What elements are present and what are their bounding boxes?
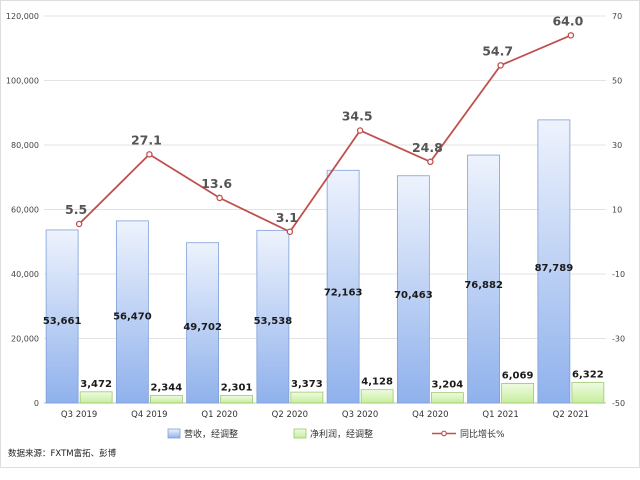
legend-revenue-swatch — [167, 428, 181, 439]
profit-value-label: 2,301 — [221, 383, 253, 394]
growth-value-label: 3.1 — [276, 210, 298, 225]
right-axis-tick-label: -50 — [612, 399, 625, 408]
profit-value-label: 4,128 — [361, 377, 393, 388]
left-axis-tick-label: 100,000 — [6, 77, 39, 86]
legend-growth-marker — [441, 430, 447, 437]
profit-value-label: 2,344 — [151, 382, 183, 393]
growth-point — [75, 220, 83, 228]
revenue-bar — [45, 229, 79, 404]
profit-value-label: 6,069 — [502, 370, 534, 381]
legend-revenue-label: 营收，经调整 — [184, 428, 238, 440]
source-note: 数据来源：FXTM富拓、彭博 — [8, 448, 117, 459]
revenue-value-label: 70,463 — [394, 290, 433, 301]
growth-value-label: 54.7 — [482, 43, 513, 58]
profit-bar — [220, 395, 254, 404]
bars — [45, 119, 605, 404]
profit-bar — [430, 392, 464, 404]
profit-value-label: 3,472 — [80, 379, 112, 390]
growth-point — [146, 151, 153, 158]
revenue-value-label: 87,789 — [535, 263, 574, 274]
revenue-value-label: 72,163 — [324, 287, 363, 298]
right-axis-tick-label: -10 — [612, 270, 625, 279]
growth-point — [497, 62, 504, 69]
left-axis-tick-label: 80,000 — [11, 141, 39, 150]
revenue-value-label: 49,702 — [183, 322, 222, 333]
growth-value-label: 24.8 — [412, 140, 443, 155]
category-label: Q4 2020 — [412, 410, 448, 420]
left-axis-tick-label: 120,000 — [6, 12, 39, 21]
growth-point — [567, 32, 575, 39]
legend: 营收，经调整 净利润，经调整 同比增长% — [167, 428, 505, 440]
growth-line-path — [78, 34, 572, 233]
right-axis-tick-label: 30 — [612, 141, 622, 150]
category-label: Q2 2021 — [553, 410, 589, 420]
left-axis-tick-label: 40,000 — [11, 270, 39, 279]
profit-value-label: 6,322 — [572, 370, 604, 381]
profit-bar — [571, 382, 605, 404]
profit-bar — [79, 391, 113, 404]
category-label: Q2 2020 — [272, 410, 308, 420]
profit-bar — [290, 391, 324, 404]
growth-value-label: 64.0 — [552, 13, 583, 28]
category-label: Q1 2020 — [201, 410, 237, 420]
revenue-value-label: 53,661 — [43, 316, 82, 327]
revenue-value-label: 76,882 — [464, 280, 503, 291]
category-label: Q3 2019 — [61, 410, 97, 420]
category-label: Q3 2020 — [342, 410, 378, 420]
growth-value-label: 13.6 — [201, 176, 232, 191]
revenue-bar — [256, 229, 290, 404]
revenue-value-label: 56,470 — [113, 312, 152, 323]
growth-point — [427, 158, 434, 166]
left-axis-tick-label: 0 — [34, 399, 39, 408]
profit-value-label: 3,204 — [432, 380, 464, 391]
legend-profit-swatch — [293, 428, 307, 439]
growth-point — [286, 228, 294, 236]
growth-value-label: 34.5 — [342, 108, 373, 123]
revenue-bar — [115, 220, 149, 404]
left-axis-tick-label: 60,000 — [11, 206, 39, 215]
growth-value-label: 5.5 — [65, 202, 87, 217]
data-labels: 53,661 3,472 56,470 2,344 49,702 2,301 53,538 3… — [43, 13, 604, 393]
growth-value-label: 27.1 — [131, 132, 162, 147]
revenue-bar — [326, 169, 360, 404]
legend-profit-label: 净利润，经调整 — [310, 428, 373, 440]
axes: 0 20,000 40,000 60,000 80,000 100,000 120,000 -… — [6, 12, 625, 420]
category-label: Q4 2019 — [131, 410, 167, 420]
legend-growth-label: 同比增长% — [460, 428, 505, 440]
profit-bar — [501, 383, 535, 404]
right-axis-tick-label: 50 — [612, 77, 622, 86]
revenue-bar — [467, 154, 501, 404]
growth-line — [75, 32, 575, 236]
right-axis-tick-label: 10 — [612, 206, 622, 215]
revenue-bar — [396, 175, 430, 404]
category-label: Q1 2021 — [482, 410, 518, 420]
right-axis-tick-label: -30 — [612, 335, 625, 344]
profit-bar — [360, 389, 394, 404]
profit-bar — [149, 395, 183, 404]
profit-value-label: 3,373 — [291, 379, 323, 390]
revenue-bar — [186, 242, 220, 404]
revenue-value-label: 53,538 — [254, 316, 293, 327]
left-axis-tick-label: 20,000 — [11, 335, 39, 344]
growth-point — [216, 194, 223, 202]
revenue-bar — [537, 119, 571, 404]
growth-point — [356, 127, 364, 134]
right-axis-tick-label: 70 — [612, 12, 622, 21]
